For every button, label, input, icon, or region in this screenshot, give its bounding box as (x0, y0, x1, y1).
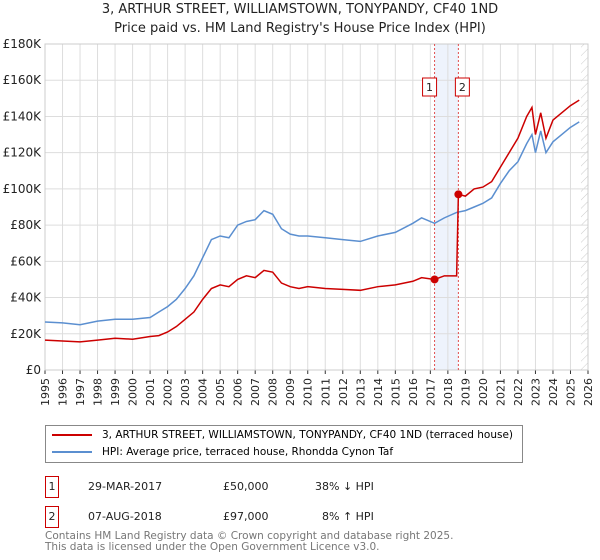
legend: 3, ARTHUR STREET, WILLIAMSTOWN, TONYPAND… (45, 425, 523, 463)
x-tick-label: 1997 (74, 378, 87, 406)
sale-label: 1 (426, 81, 433, 94)
x-tick-label: 2011 (319, 378, 332, 406)
transaction-hpi: 38% ↓ HPI (315, 480, 374, 493)
sale-period-band (434, 44, 459, 370)
x-tick-label: 2003 (179, 378, 192, 406)
y-tick-label: £100K (3, 182, 43, 196)
x-tick-label: 2014 (372, 378, 385, 406)
hpi-line (44, 121, 580, 326)
x-tick-label: 2008 (267, 378, 280, 406)
blue-line-swatch (52, 451, 92, 453)
marker-badge: 1 (45, 476, 59, 498)
transaction-price: £50,000 (223, 480, 269, 493)
y-tick-label: £60K (10, 254, 42, 268)
chart-title: 3, ARTHUR STREET, WILLIAMSTOWN, TONYPAND… (101, 2, 499, 17)
x-tick-label: 2001 (144, 378, 157, 406)
sale-point (454, 190, 463, 199)
x-tick-label: 2004 (197, 378, 210, 406)
x-tick-label: 2005 (214, 378, 227, 406)
red-line-swatch (52, 434, 92, 436)
x-tick-label: 1995 (39, 378, 52, 406)
x-tick-label: 1998 (92, 378, 105, 406)
plot-frame (44, 43, 589, 371)
x-tick-label: 2020 (477, 378, 490, 406)
legend-label: HPI: Average price, terraced house, Rhon… (102, 446, 394, 458)
transaction-price: £97,000 (223, 510, 269, 523)
transaction-row: 2 07-AUG-2018 £97,000 8% ↑ HPI (45, 506, 445, 528)
x-tick-label: 2002 (162, 378, 175, 406)
transaction-row: 1 29-MAR-2017 £50,000 38% ↓ HPI (45, 476, 445, 498)
sale-point (430, 275, 439, 284)
legend-item-property: 3, ARTHUR STREET, WILLIAMSTOWN, TONYPAND… (52, 429, 513, 441)
y-tick-label: £120K (3, 146, 43, 160)
x-tick-label: 1996 (57, 378, 70, 406)
x-tick-label: 2006 (232, 378, 245, 406)
sale-label-box (454, 77, 470, 97)
x-tick-label: 2019 (459, 378, 472, 406)
x-tick-label: 2025 (564, 378, 577, 406)
y-tick-label: £20K (10, 327, 42, 341)
sale-label: 2 (459, 81, 466, 94)
y-tick-label: £80K (10, 218, 42, 232)
transaction-date: 07-AUG-2018 (88, 510, 162, 523)
chart-subtitle: Price paid vs. HM Land Registry's House … (114, 21, 486, 36)
marker-badge: 2 (45, 506, 59, 528)
price-chart: 1995 1996 1997 1998 1999 2000 2001 2002 2003 2004… (3, 37, 595, 406)
y-tick-label: £140K (3, 109, 43, 123)
x-tick-label: 2010 (302, 378, 315, 406)
y-tick-label: £0 (26, 363, 41, 377)
transaction-date: 29-MAR-2017 (88, 480, 163, 493)
x-tick-label: 2015 (389, 378, 402, 406)
x-tick-label: 2016 (407, 378, 420, 406)
property-price-line (44, 99, 580, 343)
x-tick-label: 2007 (249, 378, 262, 406)
x-tick-label: 2018 (442, 378, 455, 406)
y-tick-label: £180K (3, 37, 43, 51)
legend-label: 3, ARTHUR STREET, WILLIAMSTOWN, TONYPAND… (102, 429, 514, 441)
x-tick-label: 2022 (512, 378, 525, 406)
x-tick-label: 2021 (494, 378, 507, 406)
transaction-hpi: 8% ↑ HPI (322, 510, 374, 523)
legend-item-hpi: HPI: Average price, terraced house, Rhon… (52, 446, 393, 458)
x-tick-label: 2017 (424, 378, 437, 406)
x-tick-label: 2023 (529, 378, 542, 406)
x-tick-label: 2000 (127, 378, 140, 406)
footer-line: Contains HM Land Registry data © Crown c… (45, 530, 454, 542)
x-tick-label: 1999 (109, 378, 122, 406)
x-tick-label: 2026 (582, 378, 595, 406)
y-tick-label: £40K (10, 291, 42, 305)
sale-label-box (422, 77, 438, 97)
footer: Contains HM Land Registry data © Crown c… (45, 531, 453, 553)
x-tick-label: 2012 (337, 378, 350, 406)
x-tick-label: 2013 (354, 378, 367, 406)
forecast-hatch (580, 44, 588, 370)
x-tick-label: 2024 (547, 378, 560, 406)
footer-line: This data is licensed under the Open Gov… (45, 541, 380, 553)
x-tick-label: 2009 (284, 378, 297, 406)
y-tick-label: £160K (3, 73, 43, 87)
